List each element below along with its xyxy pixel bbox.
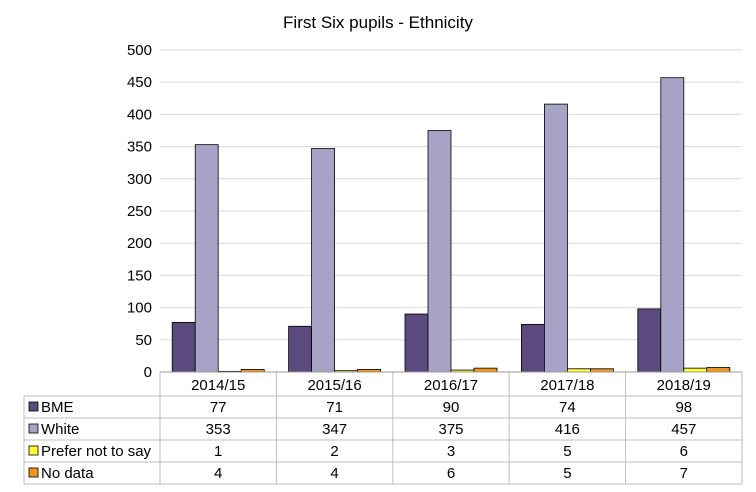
bar-bme: [521, 323, 545, 373]
data-label: 3: [447, 443, 455, 460]
y-tick-label: 50: [135, 332, 152, 349]
data-label: 353: [206, 421, 231, 438]
x-tick-label: 2016/17: [424, 377, 478, 394]
bar-white: [194, 144, 219, 373]
y-tick-label: 400: [127, 106, 152, 123]
data-label: 1: [214, 443, 222, 460]
chart-title: First Six pupils - Ethnicity: [283, 13, 473, 32]
bar-no-data: [473, 367, 498, 373]
bars: [171, 77, 731, 373]
bar-no-data: [706, 367, 731, 373]
data-label: 347: [322, 421, 347, 438]
legend-key: [28, 445, 39, 456]
data-label: 6: [680, 443, 688, 460]
data-label: 2: [330, 443, 338, 460]
bar-bme: [288, 325, 313, 373]
data-label: 375: [438, 421, 463, 438]
data-label: 6: [447, 465, 455, 482]
x-tick-label: 2018/19: [657, 377, 711, 394]
data-label: 90: [443, 399, 460, 416]
legend-key: [28, 423, 39, 434]
data-label: 98: [675, 399, 692, 416]
y-axis: 0 50 100 150 200 250 300 350 400 450 500: [127, 42, 152, 381]
x-tick-label: 2017/18: [540, 377, 594, 394]
data-label: 77: [210, 399, 227, 416]
data-label: 5: [563, 465, 571, 482]
y-tick-label: 200: [127, 235, 152, 252]
bar-white: [311, 148, 336, 373]
legend-key: [28, 401, 39, 412]
data-label: 416: [555, 421, 580, 438]
bar-bme: [637, 308, 662, 373]
bar-white: [427, 130, 452, 373]
legend-key: [28, 467, 39, 478]
legend-label: BME: [41, 399, 74, 416]
y-tick-label: 500: [127, 42, 152, 59]
data-label: 4: [214, 465, 222, 482]
data-label: 7: [680, 465, 688, 482]
y-tick-label: 300: [127, 171, 152, 188]
data-label: 5: [563, 443, 571, 460]
data-label: 74: [559, 399, 576, 416]
data-label: 71: [326, 399, 343, 416]
bar-bme: [171, 322, 196, 373]
bar-bme: [404, 313, 429, 373]
y-tick-label: 450: [127, 74, 152, 91]
data-label: 457: [671, 421, 696, 438]
y-tick-label: 0: [144, 364, 152, 381]
bar-white: [660, 77, 685, 373]
y-tick-label: 250: [127, 203, 152, 220]
y-tick-label: 100: [127, 300, 152, 317]
legend-label: Prefer not to say: [41, 443, 152, 460]
data-label: 4: [330, 465, 338, 482]
y-tick-label: 150: [127, 267, 152, 284]
legend-label: No data: [41, 465, 94, 482]
x-tick-label: 2014/15: [191, 377, 245, 394]
y-tick-label: 350: [127, 139, 152, 156]
legend-label: White: [41, 421, 79, 438]
x-tick-label: 2015/16: [307, 377, 361, 394]
bar-prefer-not-to-say: [683, 367, 708, 373]
bar-white: [544, 103, 568, 373]
